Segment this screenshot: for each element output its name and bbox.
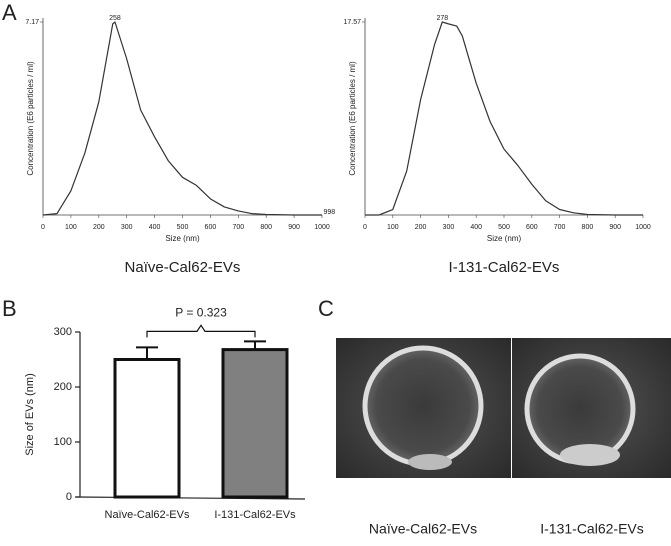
peak-label: 258 <box>109 15 121 22</box>
x-tick-label: 900 <box>288 224 300 231</box>
x-tick-label: 300 <box>121 224 133 231</box>
x-tick-label: 800 <box>582 224 594 231</box>
y-tick-label: 17.57 <box>343 19 361 26</box>
curve <box>42 21 322 216</box>
x-tick-label: 700 <box>232 224 244 231</box>
x-tick-label: 500 <box>177 224 189 231</box>
y-tick-label: 7.17 <box>25 19 39 26</box>
y-axis-label: Concentration (E6 particles / ml) <box>348 61 357 176</box>
micrograph: 50 nm <box>512 338 671 497</box>
x-tick-label: 200 <box>93 224 105 231</box>
panel-label: C <box>318 296 334 321</box>
panel-label: A <box>2 0 17 25</box>
x-axis-label: Size (nm) <box>165 234 200 243</box>
y-tick-label: 100 <box>54 436 72 448</box>
y-axis-label: Concentration (E6 particles / ml) <box>26 61 35 176</box>
x-tick-label: 400 <box>470 224 482 231</box>
x-tick-label: 1000 <box>314 224 330 231</box>
x-axis-label: Size (nm) <box>487 234 522 243</box>
x-tick-label: 100 <box>387 224 399 231</box>
image-caption: I-131-Cal62-EVs <box>540 521 644 537</box>
x-tick-label: 300 <box>443 224 455 231</box>
y-axis-label: Size of EVs (nm) <box>24 373 36 456</box>
y-tick-label: 300 <box>54 326 72 338</box>
panel-label: B <box>2 296 17 321</box>
x-tick-label: Naïve-Cal62-EVs <box>105 509 190 521</box>
x-tick-label: 100 <box>65 224 77 231</box>
x-tick-label: 700 <box>554 224 566 231</box>
caption: I-131-Cal62-EVs <box>449 259 560 276</box>
x-tick-label: 500 <box>498 224 510 231</box>
x-tick-label: 0 <box>41 224 45 231</box>
y-tick-label: 0 <box>66 491 72 503</box>
x-tick-label: 0 <box>363 224 367 231</box>
p-value-label: P = 0.323 <box>175 306 227 320</box>
significance-bracket <box>146 324 256 338</box>
x-tick-label: 800 <box>260 224 272 231</box>
x-tick-label: 400 <box>149 224 161 231</box>
bar <box>221 348 289 499</box>
x-tick-label: 1000 <box>635 224 651 231</box>
x-tick-label: I-131-Cal62-EVs <box>214 509 296 521</box>
image-caption: Naïve-Cal62-EVs <box>369 521 477 537</box>
scale-bar-label: 50 nm <box>635 483 666 495</box>
y-tick-label: 200 <box>54 381 72 393</box>
x-tick-label: 900 <box>609 224 621 231</box>
caption: Naïve-Cal62-EVs <box>125 259 241 276</box>
x-tick-label: 200 <box>415 224 427 231</box>
micrograph: 50 nm <box>336 338 511 497</box>
peak-label: 278 <box>436 15 448 22</box>
scale-bar-label: 50 nm <box>463 483 494 495</box>
bar <box>113 358 181 499</box>
curve <box>365 21 643 216</box>
x-tick-label: 600 <box>205 224 217 231</box>
end-label: 998 <box>323 209 335 216</box>
x-tick-label: 600 <box>526 224 538 231</box>
